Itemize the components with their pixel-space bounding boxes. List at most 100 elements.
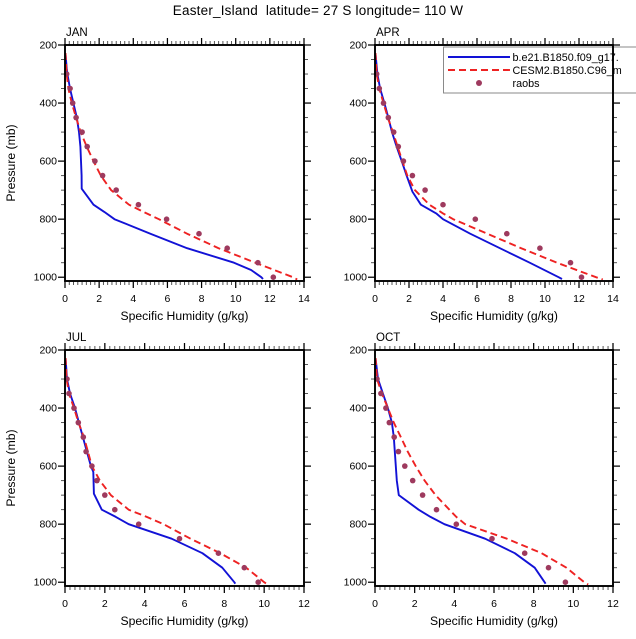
y-tick-label: 400	[349, 403, 367, 415]
y-tick-label: 600	[349, 156, 367, 168]
raobs-dot	[255, 259, 261, 266]
panel-title: JUL	[66, 332, 87, 344]
x-tick-label: 10	[539, 293, 551, 305]
raobs-dot	[380, 100, 387, 106]
raobs-dot	[241, 564, 248, 571]
raobs-dot	[378, 390, 384, 397]
x-tick-label: 4	[451, 598, 457, 610]
x-axis-label: Specific Humidity (g/kg)	[120, 614, 248, 628]
raobs-dot	[395, 448, 402, 455]
raobs-dot	[89, 463, 95, 469]
raobs-dot	[567, 259, 574, 266]
model1-solid-line	[64, 358, 237, 585]
raobs-dot	[385, 114, 392, 121]
panel-title: APR	[376, 27, 400, 39]
raobs-dot	[453, 521, 460, 527]
model1-solid-line	[374, 358, 547, 585]
x-tick-label: 4	[142, 598, 148, 610]
panel-oct: 0 2 4 6 8 10 12 200 400 600 800 1000 OCT Specific Hum…	[344, 332, 620, 628]
y-tick-label: 400	[349, 98, 367, 110]
raobs-dot	[196, 230, 202, 237]
legend-label: b.e21.B1850.f09_g17.	[513, 52, 619, 64]
raobs-dot	[71, 405, 77, 411]
raobs-dots	[374, 376, 569, 585]
axis-ticks	[58, 343, 311, 593]
main-title: Easter_Island latitude= 27 S longitude= …	[172, 3, 464, 18]
raobs-dot	[75, 419, 82, 426]
x-tick-label: 10	[230, 293, 242, 305]
raobs-dot	[422, 187, 428, 193]
raobs-dot	[386, 419, 393, 426]
raobs-dot	[402, 463, 408, 469]
legend-label: CESM2.B1850.C96_m	[513, 65, 622, 77]
plot-frame	[64, 44, 305, 282]
raobs-dot	[433, 506, 440, 513]
plot-frame	[374, 349, 614, 587]
raobs-dot	[395, 143, 402, 150]
series-group	[63, 53, 298, 281]
raobs-dot	[102, 492, 108, 498]
series-group	[373, 53, 604, 281]
raobs-dot	[255, 579, 261, 585]
x-axis-label: Specific Humidity (g/kg)	[120, 309, 248, 323]
x-tick-label: 6	[182, 598, 188, 610]
raobs-dot	[383, 405, 389, 411]
y-tick-label: 800	[349, 214, 367, 226]
y-axis-label: Pressure (mb)	[4, 124, 18, 201]
x-tick-label: 12	[298, 598, 310, 610]
raobs-dot	[419, 492, 426, 498]
raobs-dot	[440, 201, 446, 208]
raobs-dot	[391, 434, 398, 440]
raobs-dot	[94, 477, 100, 484]
raobs-dots	[63, 71, 277, 281]
x-tick-label: 6	[491, 598, 497, 610]
x-tick-label: 0	[372, 598, 378, 610]
series-group	[64, 358, 268, 586]
y-tick-label: 400	[39, 403, 57, 415]
x-tick-label: 0	[62, 293, 68, 305]
raobs-dot	[537, 245, 543, 251]
raobs-dots	[373, 71, 585, 281]
raobs-dot	[84, 143, 90, 150]
panel-apr: 0 2 4 6 8 10 12 14 200 400 600 800 1000 b.e21.B1850.f…	[344, 27, 636, 323]
raobs-dot	[489, 535, 495, 542]
raobs-dot	[409, 477, 416, 484]
model2-dashed-line	[64, 53, 298, 281]
x-tick-label: 2	[412, 598, 418, 610]
model1-solid-line	[64, 53, 264, 280]
legend-dot-swatch	[476, 80, 482, 86]
raobs-dot	[163, 216, 170, 222]
raobs-dot	[113, 187, 119, 193]
y-axis-label: Pressure (mb)	[4, 429, 18, 506]
raobs-dot	[376, 85, 383, 92]
x-tick-label: 0	[62, 598, 68, 610]
y-tick-label: 200	[349, 40, 367, 52]
raobs-dot	[83, 448, 89, 455]
x-tick-label: 10	[258, 598, 270, 610]
x-tick-label: 8	[221, 598, 227, 610]
raobs-dot	[545, 564, 552, 571]
x-axis-label: Specific Humidity (g/kg)	[430, 309, 558, 323]
raobs-dot	[409, 172, 416, 179]
x-tick-label: 14	[298, 293, 310, 305]
raobs-dot	[521, 550, 528, 556]
x-tick-label: 8	[531, 598, 537, 610]
x-tick-label: 14	[607, 293, 619, 305]
y-tick-label: 800	[39, 519, 57, 531]
y-tick-label: 1000	[344, 577, 368, 589]
series-group	[374, 358, 589, 586]
plot-frame	[374, 44, 614, 282]
panel-title: JAN	[66, 27, 88, 39]
y-tick-label: 1000	[34, 577, 58, 589]
y-tick-label: 1000	[34, 272, 58, 284]
x-tick-label: 12	[607, 598, 619, 610]
raobs-dot	[472, 216, 479, 222]
y-tick-label: 200	[39, 40, 57, 52]
panel-title: OCT	[376, 332, 400, 344]
raobs-dot	[176, 535, 183, 542]
raobs-dot	[112, 506, 118, 513]
raobs-dot	[400, 158, 407, 164]
raobs-dot	[66, 390, 72, 397]
